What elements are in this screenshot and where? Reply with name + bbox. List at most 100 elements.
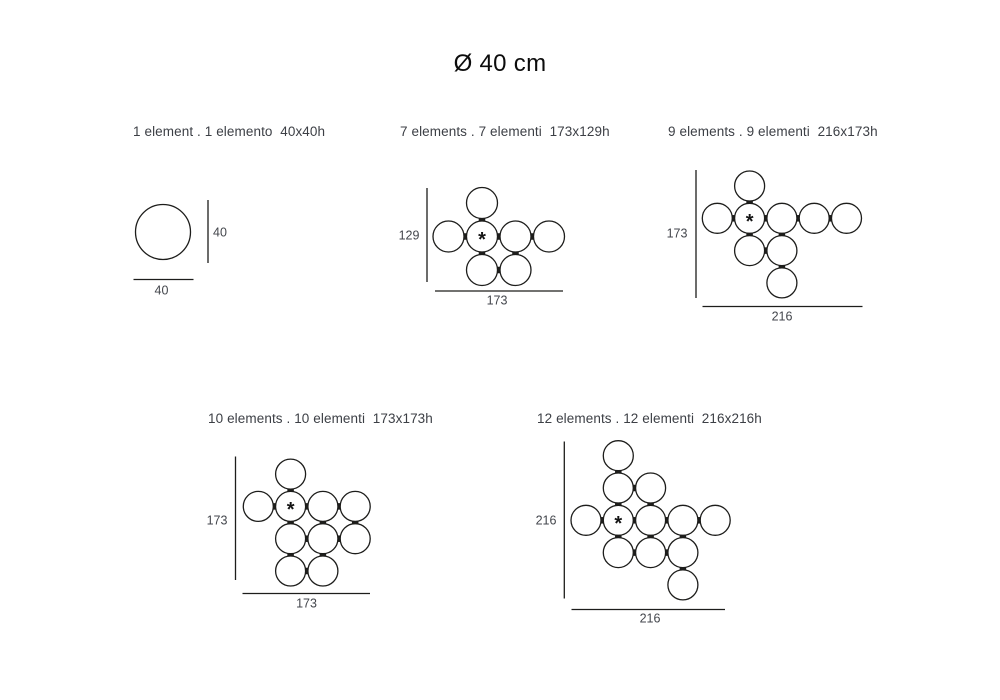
connector-joint: [305, 535, 309, 542]
diagram-label-12-elements: 12 elements . 12 elementi 216x216h: [537, 411, 762, 426]
element-circle: [274, 523, 307, 555]
connector-joint: [746, 200, 753, 204]
connector-joint: [647, 534, 654, 538]
figure-9-elements: 173 216 *: [667, 170, 863, 324]
element-circle: [766, 234, 798, 267]
element-circle: [499, 220, 532, 253]
connector-joint: [478, 251, 486, 255]
element-circle: [634, 536, 667, 569]
diagram-label-7-elements: 7 elements . 7 elementi 173x129h: [400, 124, 610, 139]
element-circle: [134, 203, 192, 261]
connector-joint: [615, 534, 622, 538]
connector-joint: [305, 567, 309, 575]
element-circle: [798, 202, 830, 234]
element-circle: [699, 504, 731, 536]
element-circle: [733, 234, 766, 267]
element-circle: [766, 267, 798, 299]
element-circle: [570, 504, 602, 536]
element-circle: [274, 555, 307, 587]
connector-joint: [497, 266, 501, 274]
width-dim-label: 40: [155, 284, 169, 298]
element-circle: [667, 536, 699, 569]
connector-joint: [305, 503, 309, 510]
connector-joint: [337, 535, 341, 542]
element-circle: [634, 472, 667, 504]
connector-joint: [272, 503, 276, 510]
connector-joint: [647, 502, 654, 506]
width-dim-label: 173: [487, 294, 508, 308]
element-circle: [274, 458, 307, 490]
diagram-label-9-elements: 9 elements . 9 elementi 216x173h: [668, 124, 878, 139]
connector-joint: [764, 247, 768, 254]
figure-10-elements: 173 173 *: [207, 456, 371, 611]
connector-joint: [679, 534, 687, 538]
width-dim-label: 216: [640, 612, 661, 626]
center-marker-asterisk: *: [746, 211, 754, 233]
element-circle: [432, 220, 465, 253]
connector-joint: [337, 503, 341, 510]
element-circle: [766, 202, 798, 234]
center-marker-asterisk: *: [478, 229, 486, 251]
element-circle: [339, 490, 371, 523]
center-marker-asterisk: *: [287, 499, 295, 521]
connector-joint: [764, 215, 768, 222]
connector-joint: [679, 567, 687, 571]
figure-12-elements: 216 216 *: [536, 440, 731, 626]
element-circle: [602, 536, 634, 569]
element-circle: [602, 472, 634, 504]
element-circle: [667, 569, 699, 601]
connector-joint: [746, 232, 753, 236]
element-circle: [602, 440, 634, 472]
diagram-label-10-elements: 10 elements . 10 elementi 173x173h: [208, 411, 433, 426]
element-circle: [242, 490, 274, 523]
element-circle: [733, 170, 766, 202]
element-circle: [307, 490, 339, 523]
connector-joint: [731, 215, 735, 222]
connector-joint: [512, 251, 519, 255]
connector-joint: [632, 517, 636, 524]
height-dim-label: 173: [667, 227, 688, 241]
connector-joint: [665, 517, 669, 524]
connector-joint: [697, 517, 701, 524]
element-circle: [499, 253, 532, 287]
connector-joint: [478, 218, 486, 222]
connector-joint: [615, 470, 622, 474]
connector-joint: [351, 521, 359, 525]
connector-joint: [615, 502, 622, 506]
height-dim-label: 129: [399, 229, 420, 243]
connector-joint: [287, 521, 294, 525]
connector-joint: [600, 517, 604, 524]
connector-joint: [497, 233, 501, 240]
figure-7-elements: 129 173 *: [399, 186, 566, 308]
element-circle: [830, 202, 863, 234]
connector-joint: [287, 553, 294, 557]
width-dim-label: 173: [296, 597, 317, 611]
figure-1-element: 40 40: [133, 200, 227, 298]
width-dim-label: 216: [772, 310, 793, 324]
connector-joint: [665, 549, 669, 556]
element-circle: [532, 220, 566, 253]
connector-joint: [319, 553, 327, 557]
connector-joint: [778, 265, 786, 269]
element-circle: [307, 555, 339, 587]
center-marker-asterisk: *: [614, 513, 622, 535]
connector-joint: [828, 215, 832, 222]
connector-joint: [463, 233, 467, 240]
element-circle: [339, 523, 371, 555]
connector-joint: [632, 484, 636, 492]
connector-joint: [287, 488, 294, 492]
connector-joint: [778, 232, 786, 236]
element-circle: [465, 253, 499, 287]
height-dim-label: 40: [213, 226, 227, 240]
height-dim-label: 216: [536, 514, 557, 528]
connector-joint: [796, 215, 800, 222]
element-circle: [634, 504, 667, 536]
page-title: Ø 40 cm: [453, 50, 547, 77]
connector-joint: [319, 521, 327, 525]
connector-joint: [530, 233, 534, 240]
connector-joint: [632, 549, 636, 556]
element-circle: [465, 186, 499, 220]
element-circle: [667, 504, 699, 536]
